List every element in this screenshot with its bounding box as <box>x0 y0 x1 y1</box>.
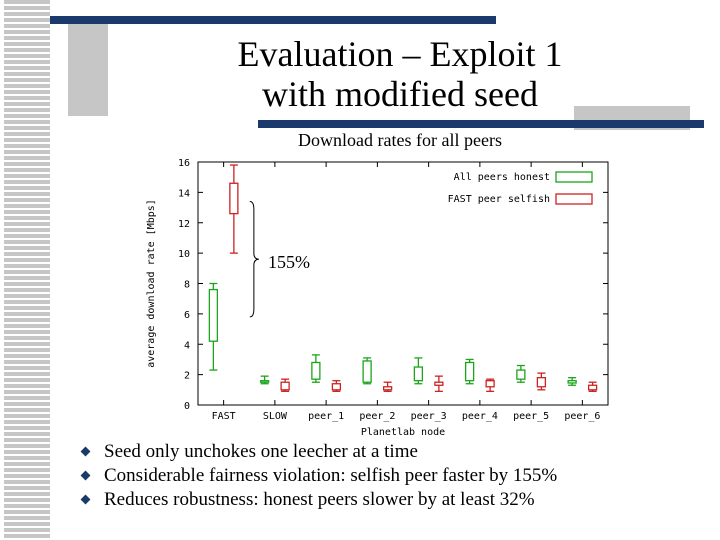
y-tick-label: 0 <box>184 401 190 412</box>
y-tick-label: 10 <box>178 249 190 260</box>
box-iqr <box>229 182 239 215</box>
y-tick-label: 6 <box>184 310 190 321</box>
y-axis-label: average download rate [Mbps] <box>146 199 157 368</box>
bullet-list: Seed only unchokes one leecher at a time… <box>80 440 558 512</box>
box-iqr <box>536 377 547 388</box>
box-iqr <box>208 288 219 342</box>
box-iqr <box>413 366 424 382</box>
bullet-item: Seed only unchokes one leecher at a time <box>80 440 557 464</box>
y-tick-label: 8 <box>184 280 190 291</box>
box-iqr <box>331 383 342 391</box>
slide-title-line-1: Evaluation – Exploit 1 <box>237 34 563 74</box>
bullet-text: Reduces robustness: honest peers slower … <box>104 489 535 510</box>
y-tick-label: 2 <box>184 371 190 382</box>
boxplot-chart: 0 2 4 6 8 10 12 14 16 FAST SLOW peer_1 peer_2 peer_3 p… <box>146 158 609 438</box>
diamond-bullet-icon <box>80 470 91 481</box>
box-iqr <box>587 384 598 391</box>
x-axis-label: Planetlab node <box>361 427 445 438</box>
slide-title-line-2: with modified seed <box>262 74 538 114</box>
box-iqr <box>516 369 526 380</box>
x-tick-label: FAST <box>212 411 236 422</box>
box-iqr <box>567 380 577 384</box>
legend-swatch <box>555 171 593 183</box>
bullet-text: Considerable fairness violation: selfish… <box>104 465 558 486</box>
legend-label: FAST peer selfish <box>448 194 550 205</box>
box-iqr <box>464 361 475 382</box>
legend-label: All peers honest <box>454 172 550 183</box>
decorative-stripes <box>0 0 50 540</box>
diamond-bullet-icon <box>80 494 91 505</box>
top-accent-bar <box>50 16 496 24</box>
box-iqr <box>485 380 495 388</box>
legend-swatch <box>555 193 593 205</box>
bullet-text: Seed only unchokes one leecher at a time <box>104 441 418 462</box>
bullet-item: Considerable fairness violation: selfish… <box>80 464 558 488</box>
gap-annotation: 155% <box>268 252 310 272</box>
box-iqr <box>382 386 393 391</box>
x-tick-label: peer_3 <box>411 411 447 422</box>
slide-title: Evaluation – Exploit 1 with modified see… <box>190 34 610 114</box>
x-tick-label: peer_1 <box>308 411 344 422</box>
box-iqr <box>434 381 444 386</box>
x-tick-label: peer_2 <box>359 411 395 422</box>
top-accent-block <box>68 24 108 116</box>
y-tick-label: 16 <box>178 158 190 169</box>
x-tick-label: peer_4 <box>462 411 498 422</box>
chart-subtitle: Download rates for all peers <box>298 130 502 150</box>
box-iqr <box>362 360 372 383</box>
y-tick-label: 12 <box>178 219 190 230</box>
x-tick-label: SLOW <box>263 411 288 422</box>
diamond-bullet-icon <box>80 446 91 457</box>
y-tick-label: 4 <box>184 340 190 351</box>
y-tick-label: 14 <box>178 188 190 199</box>
box-iqr <box>280 381 290 391</box>
x-tick-label: peer_5 <box>513 411 549 422</box>
box-iqr <box>259 380 270 383</box>
x-tick-label: peer_6 <box>564 411 600 422</box>
brace-annotation <box>249 200 259 318</box>
box-iqr <box>311 361 321 380</box>
bullet-item: Reduces robustness: honest peers slower … <box>80 488 557 512</box>
right-accent-bar <box>258 120 704 128</box>
